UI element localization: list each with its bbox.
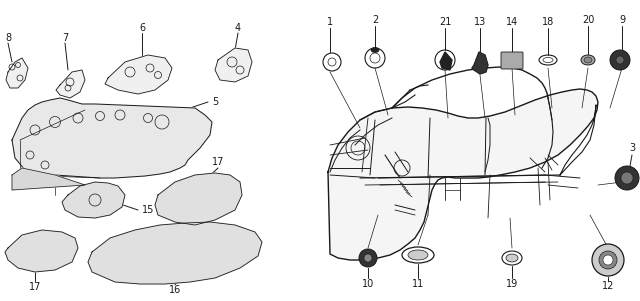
Text: 3: 3 bbox=[629, 143, 635, 153]
Text: 14: 14 bbox=[506, 17, 518, 27]
Text: 9: 9 bbox=[619, 15, 625, 25]
Text: 12: 12 bbox=[602, 281, 614, 291]
Circle shape bbox=[599, 251, 617, 269]
Ellipse shape bbox=[584, 57, 592, 63]
Polygon shape bbox=[88, 222, 262, 284]
Circle shape bbox=[359, 249, 377, 267]
Text: 6: 6 bbox=[139, 23, 145, 33]
Text: 8: 8 bbox=[5, 33, 11, 43]
Polygon shape bbox=[328, 89, 598, 260]
Circle shape bbox=[478, 55, 486, 63]
Text: 5: 5 bbox=[212, 97, 218, 107]
Ellipse shape bbox=[408, 250, 428, 260]
Polygon shape bbox=[5, 230, 78, 272]
Polygon shape bbox=[12, 168, 85, 190]
Ellipse shape bbox=[581, 55, 595, 65]
Text: 7: 7 bbox=[62, 33, 68, 43]
Circle shape bbox=[592, 244, 624, 276]
Text: 18: 18 bbox=[542, 17, 554, 27]
Text: 11: 11 bbox=[412, 279, 424, 289]
Polygon shape bbox=[472, 52, 488, 74]
Text: 19: 19 bbox=[506, 279, 518, 289]
Polygon shape bbox=[215, 48, 252, 82]
Circle shape bbox=[610, 50, 630, 70]
Polygon shape bbox=[56, 70, 85, 98]
Text: 17: 17 bbox=[29, 282, 41, 292]
Text: 4: 4 bbox=[235, 23, 241, 33]
Polygon shape bbox=[440, 52, 452, 70]
FancyBboxPatch shape bbox=[501, 52, 523, 69]
Text: 17: 17 bbox=[212, 157, 224, 167]
Text: 13: 13 bbox=[474, 17, 486, 27]
Circle shape bbox=[603, 255, 613, 265]
Circle shape bbox=[621, 172, 633, 184]
Text: 16: 16 bbox=[169, 285, 181, 295]
Ellipse shape bbox=[371, 48, 379, 52]
Text: 15: 15 bbox=[142, 205, 154, 215]
Polygon shape bbox=[6, 58, 28, 88]
Text: 1: 1 bbox=[327, 17, 333, 27]
Polygon shape bbox=[155, 173, 242, 225]
Polygon shape bbox=[12, 98, 212, 178]
Ellipse shape bbox=[506, 254, 518, 262]
Circle shape bbox=[364, 254, 372, 262]
Circle shape bbox=[616, 56, 624, 64]
Text: 10: 10 bbox=[362, 279, 374, 289]
Text: 20: 20 bbox=[582, 15, 594, 25]
Text: 2: 2 bbox=[372, 15, 378, 25]
Polygon shape bbox=[62, 182, 125, 218]
Circle shape bbox=[615, 166, 639, 190]
Circle shape bbox=[508, 56, 516, 64]
Polygon shape bbox=[105, 55, 172, 94]
Text: 21: 21 bbox=[439, 17, 451, 27]
